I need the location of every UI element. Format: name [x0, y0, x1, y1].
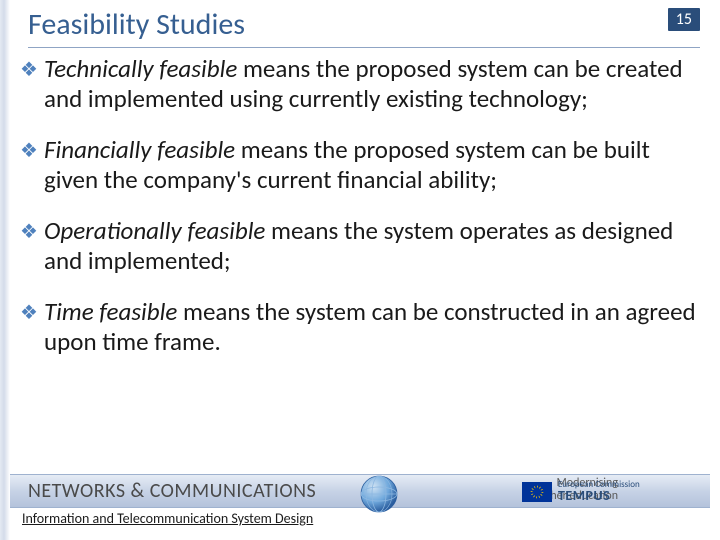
bullet-emphasis: Financially feasible: [44, 134, 235, 165]
tempus-text: European Commission TEMPUS: [558, 480, 640, 504]
footer-subtitle: Information and Telecommunication System…: [22, 510, 313, 527]
diamond-bullet-icon: ❖: [20, 54, 44, 82]
tempus-logo: European Commission TEMPUS: [522, 473, 692, 511]
bullet-emphasis: Technically feasible: [44, 53, 237, 84]
bullet-text: Financially feasible means the proposed …: [44, 135, 700, 194]
slide: Feasibility Studies 15 ❖ Technically fea…: [0, 0, 720, 540]
footer-brand: NETWORKS & COMMUNICATIONS: [10, 479, 316, 503]
slide-content: ❖ Technically feasible means the propose…: [20, 54, 700, 466]
slide-footer: NETWORKS & COMMUNICATIONS: [0, 474, 720, 540]
bullet-item: ❖ Operationally feasible means the syste…: [20, 216, 700, 275]
slide-title: Feasibility Studies: [28, 6, 245, 43]
bullet-emphasis: Time feasible: [44, 296, 177, 327]
bullet-text: Time feasible means the system can be co…: [44, 297, 700, 356]
eu-flag-icon: [522, 482, 552, 502]
tempus-label: TEMPUS: [558, 487, 610, 504]
diamond-bullet-icon: ❖: [20, 135, 44, 163]
bullet-item: ❖ Technically feasible means the propose…: [20, 54, 700, 113]
left-accent-decoration: [0, 0, 10, 540]
bullet-text: Technically feasible means the proposed …: [44, 54, 700, 113]
bullet-emphasis: Operationally feasible: [44, 215, 265, 246]
bullet-item: ❖ Time feasible means the system can be …: [20, 297, 700, 356]
bullet-item: ❖ Financially feasible means the propose…: [20, 135, 700, 194]
bullet-text: Operationally feasible means the system …: [44, 216, 700, 275]
globe-icon: [358, 473, 400, 515]
page-number: 15: [668, 8, 700, 31]
diamond-bullet-icon: ❖: [20, 297, 44, 325]
footer-band: NETWORKS & COMMUNICATIONS: [10, 474, 710, 508]
slide-header: Feasibility Studies 15: [28, 6, 700, 48]
diamond-bullet-icon: ❖: [20, 216, 44, 244]
